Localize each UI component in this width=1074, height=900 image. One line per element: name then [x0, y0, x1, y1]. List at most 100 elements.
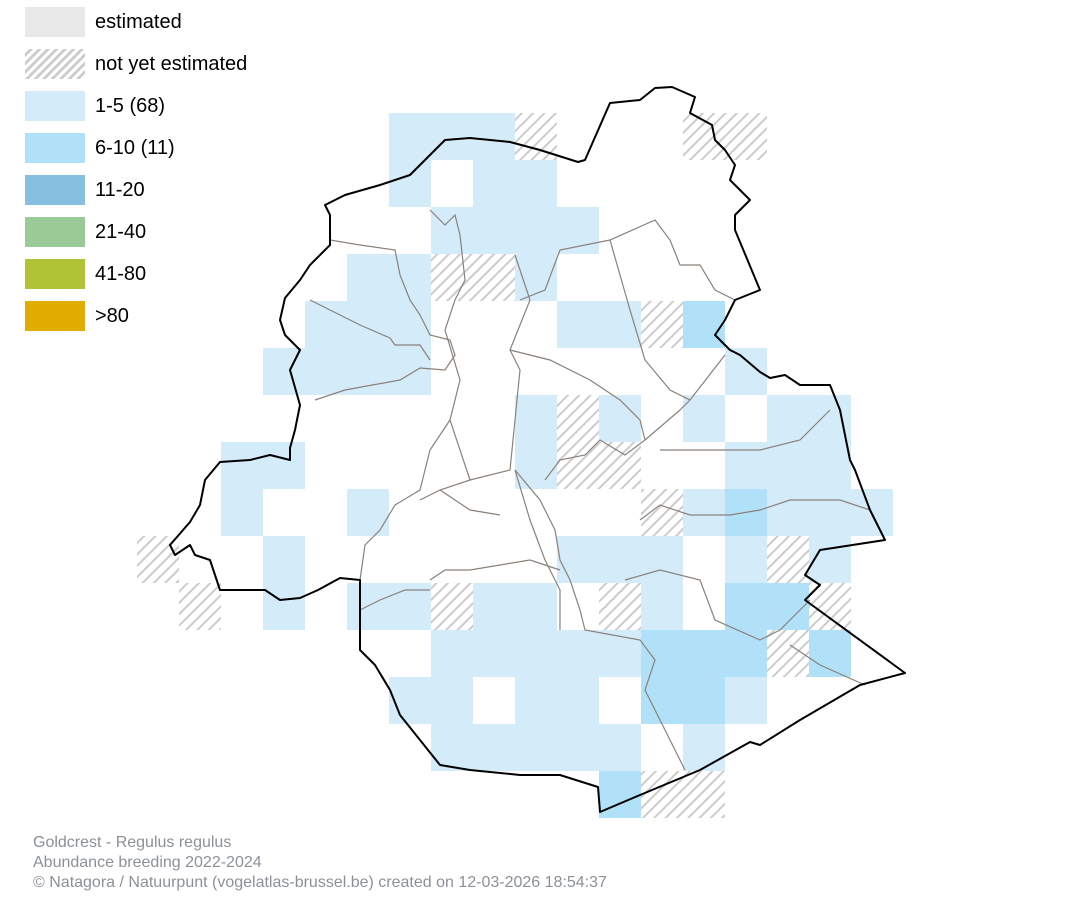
grid-cell-1-5	[767, 489, 809, 536]
grid-cells	[137, 113, 893, 818]
legend-item-11-20: 11-20	[25, 175, 247, 217]
species-title: Goldcrest - Regulus regulus	[33, 834, 232, 851]
municipality-border	[359, 419, 451, 581]
municipality-border	[644, 399, 831, 451]
grid-cell-1-5	[389, 677, 431, 724]
grid-cell-not-estimated	[641, 301, 683, 348]
grid-cell-1-5	[347, 348, 389, 395]
grid-cell-1-5	[389, 160, 431, 207]
grid-cell-1-5	[473, 207, 515, 254]
grid-cell-not-estimated	[599, 442, 641, 489]
legend-swatch	[25, 301, 85, 331]
grid-cell-6-10	[683, 677, 725, 724]
grid-cell-not-estimated	[473, 254, 515, 301]
grid-cell-1-5	[809, 536, 851, 583]
grid-cell-1-5	[809, 489, 851, 536]
grid-cell-1-5	[263, 536, 305, 583]
municipality-borders	[309, 209, 871, 771]
grid-cell-1-5	[473, 630, 515, 677]
grid-cell-1-5	[599, 724, 641, 771]
grid-cell-not-estimated	[431, 583, 473, 630]
grid-cell-1-5	[515, 442, 557, 489]
grid-cell-1-5	[431, 724, 473, 771]
grid-cell-1-5	[725, 442, 767, 489]
grid-cell-not-estimated	[557, 395, 599, 442]
grid-cell-1-5	[431, 677, 473, 724]
grid-cell-not-estimated	[431, 254, 473, 301]
grid-cell-1-5	[389, 113, 431, 160]
map-footer: Goldcrest - Regulus regulus Abundance br…	[33, 833, 607, 893]
legend-label: 6-10 (11)	[95, 137, 175, 159]
legend-swatch	[25, 217, 85, 247]
grid-cell-6-10	[641, 677, 683, 724]
grid-cell-1-5	[263, 442, 305, 489]
grid-cell-not-estimated	[557, 442, 599, 489]
legend-swatch	[25, 175, 85, 205]
grid-cell-1-5	[263, 583, 305, 630]
grid-cell-1-5	[515, 724, 557, 771]
grid-cell-1-5	[389, 301, 431, 348]
grid-cell-1-5	[221, 442, 263, 489]
grid-cell-1-5	[557, 536, 599, 583]
municipality-border	[624, 569, 866, 686]
legend-item-not-estimated: not yet estimated	[25, 49, 247, 91]
legend-label: 41-80	[95, 263, 147, 285]
grid-cell-not-estimated	[725, 113, 767, 160]
legend-label: 21-40	[95, 221, 147, 243]
municipality-border	[314, 239, 456, 401]
municipality-border	[429, 209, 531, 481]
grid-cell-1-5	[515, 677, 557, 724]
legend: estimated not yet estimated 1-5 (68) 6-1…	[25, 7, 247, 343]
municipality-border	[514, 469, 561, 630]
legend-item-over-80: >80	[25, 301, 247, 343]
grid-cell-1-5	[599, 630, 641, 677]
grid-cell-1-5	[347, 489, 389, 536]
legend-item-1-5: 1-5 (68)	[25, 91, 247, 133]
grid-cell-not-estimated	[599, 583, 641, 630]
legend-label: 11-20	[95, 179, 145, 201]
grid-cell-6-10	[725, 583, 767, 630]
grid-cell-1-5	[347, 254, 389, 301]
grid-cell-1-5	[431, 630, 473, 677]
grid-cell-6-10	[725, 630, 767, 677]
grid-cell-1-5	[557, 301, 599, 348]
grid-cell-1-5	[683, 395, 725, 442]
grid-cell-1-5	[347, 301, 389, 348]
grid-cell-1-5	[431, 207, 473, 254]
legend-swatch	[25, 133, 85, 163]
grid-cell-1-5	[515, 160, 557, 207]
grid-cell-1-5	[725, 536, 767, 583]
grid-cell-1-5	[557, 724, 599, 771]
grid-cell-1-5	[767, 442, 809, 489]
map-subtitle: Abundance breeding 2022-2024	[33, 854, 262, 871]
grid-cell-not-estimated	[641, 771, 683, 818]
grid-cell-1-5	[515, 583, 557, 630]
grid-cell-6-10	[683, 630, 725, 677]
municipality-border	[519, 219, 736, 301]
legend-item-6-10: 6-10 (11)	[25, 133, 247, 175]
grid-cell-1-5	[473, 113, 515, 160]
legend-item-estimated: estimated	[25, 7, 247, 49]
grid-cell-1-5	[305, 301, 347, 348]
grid-cell-6-10	[641, 630, 683, 677]
grid-cell-1-5	[641, 536, 683, 583]
municipality-border	[639, 499, 871, 521]
legend-item-21-40: 21-40	[25, 217, 247, 259]
municipality-border	[309, 299, 431, 361]
grid-cell-1-5	[305, 348, 347, 395]
legend-swatch	[25, 49, 85, 79]
grid-cell-not-estimated	[641, 489, 683, 536]
municipality-border	[419, 479, 501, 516]
grid-cell-1-5	[473, 724, 515, 771]
legend-item-41-80: 41-80	[25, 259, 247, 301]
grid-cell-1-5	[515, 207, 557, 254]
grid-cell-1-5	[683, 724, 725, 771]
grid-cell-1-5	[557, 677, 599, 724]
grid-cell-1-5	[389, 583, 431, 630]
credit-line: © Natagora / Natuurpunt (vogelatlas-brus…	[33, 874, 607, 891]
grid-cell-not-estimated	[179, 583, 221, 630]
legend-label: estimated	[95, 11, 182, 33]
municipality-border	[514, 469, 686, 771]
legend-label: >80	[95, 305, 129, 327]
